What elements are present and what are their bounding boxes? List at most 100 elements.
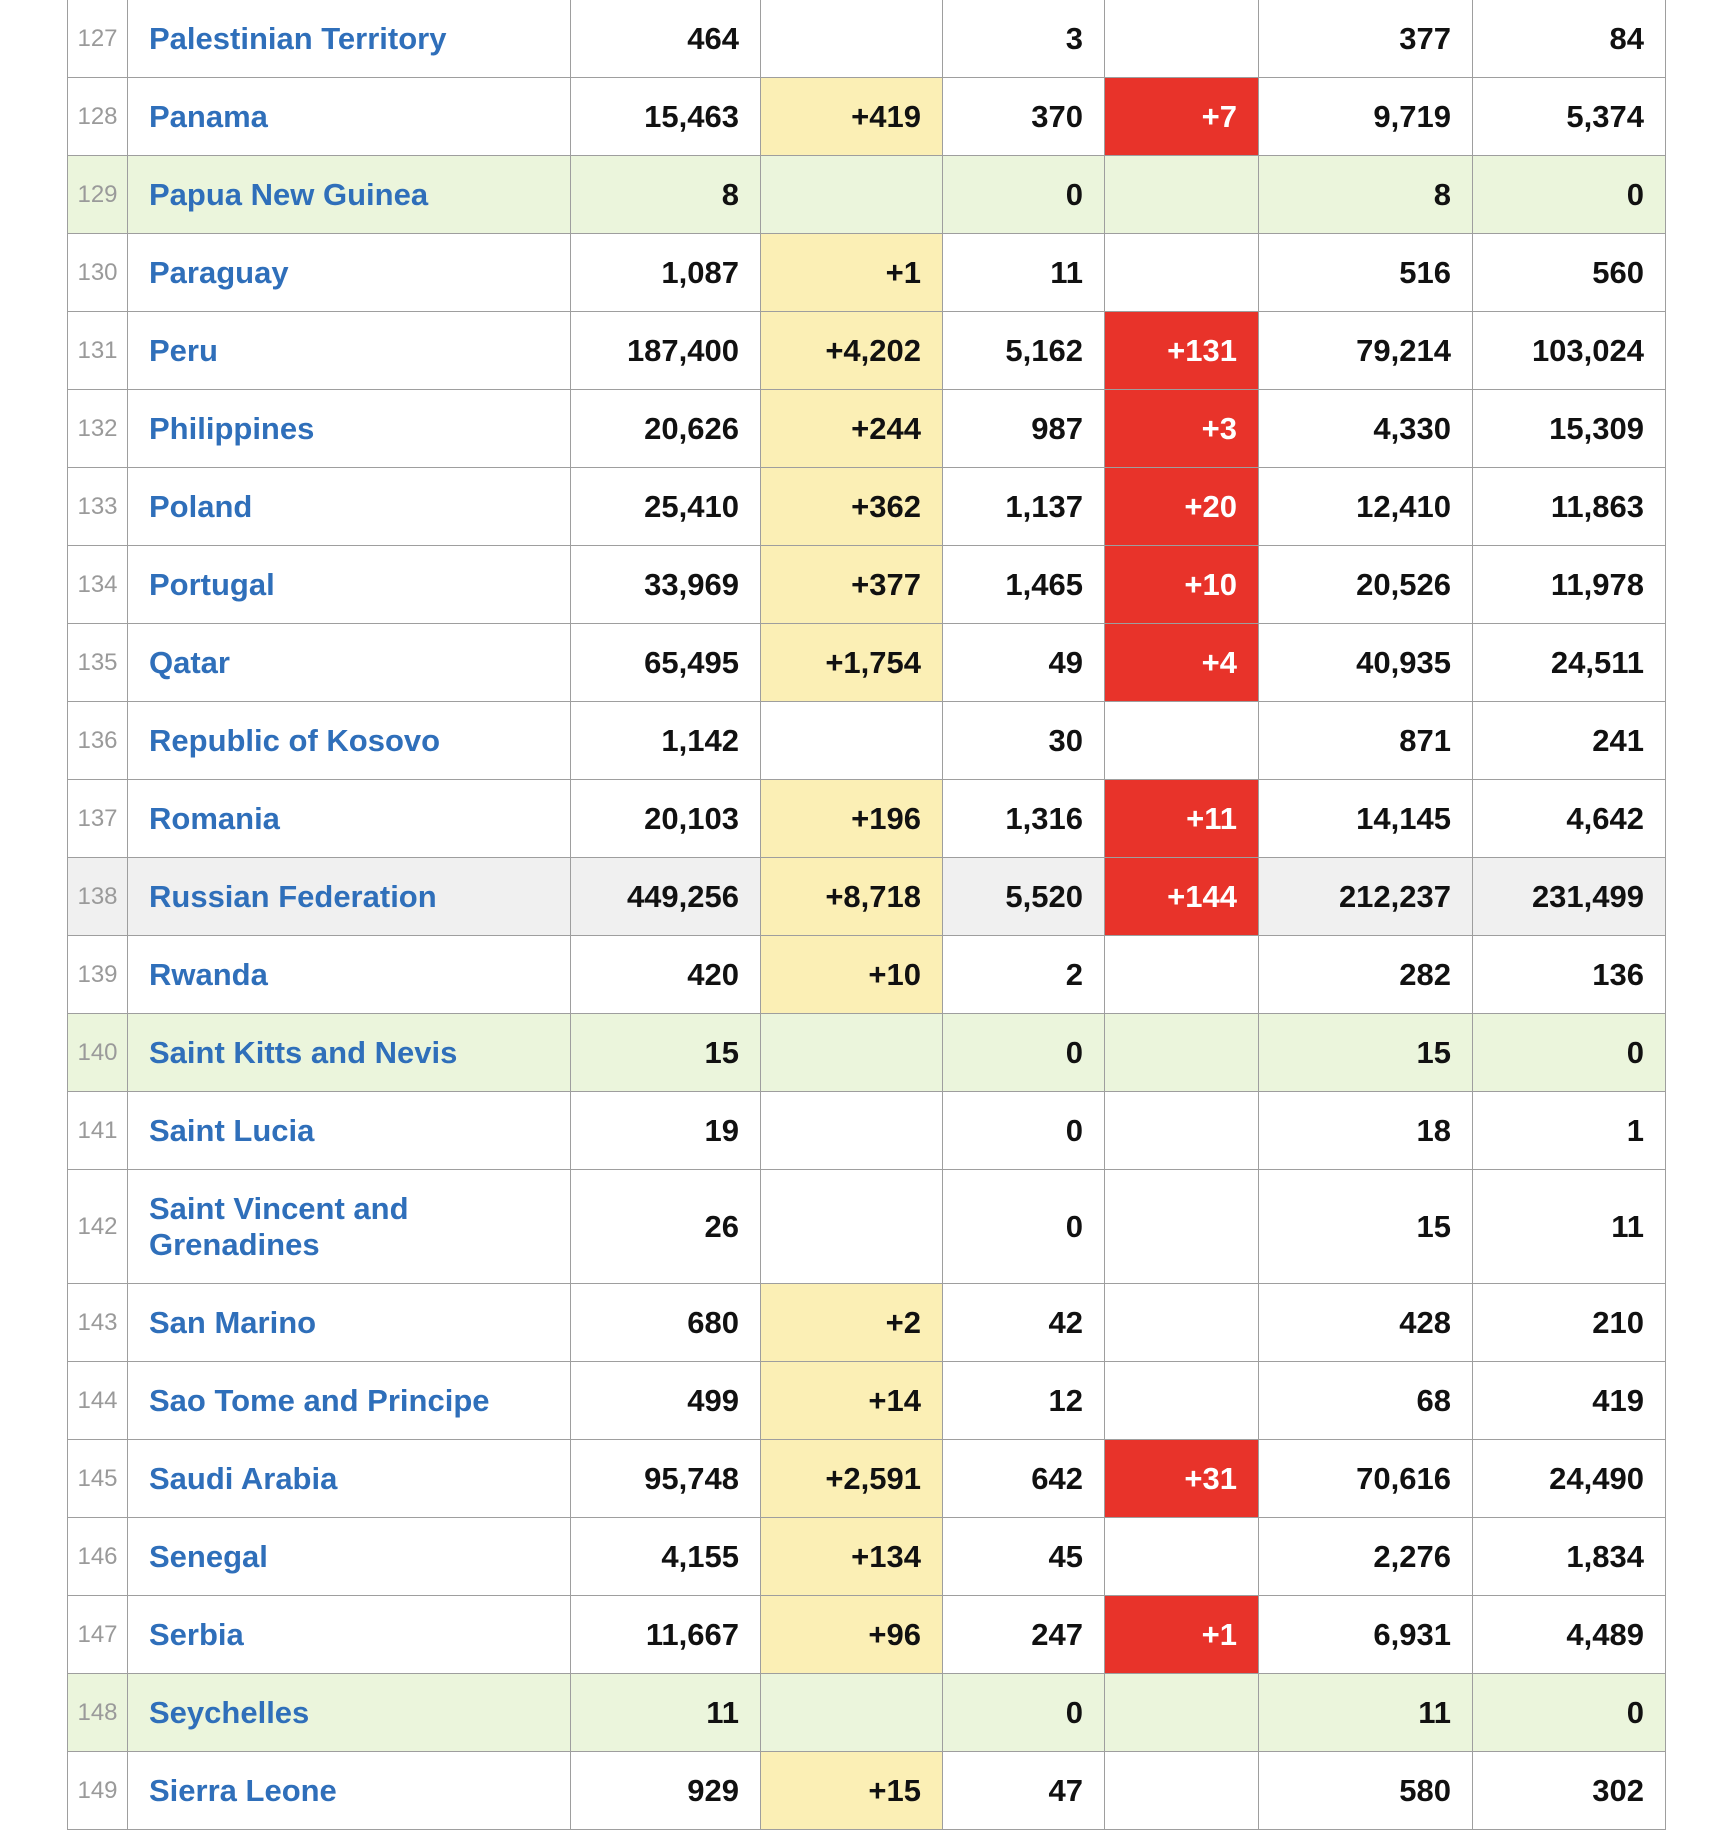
country-link[interactable]: Romania [127, 779, 571, 858]
new-cases-cell: +8,718 [760, 857, 943, 936]
new-cases-cell [760, 1013, 943, 1092]
new-cases-cell: +196 [760, 779, 943, 858]
country-link[interactable]: Portugal [127, 545, 571, 624]
rank-cell: 128 [67, 77, 128, 156]
country-link[interactable]: Saint Kitts and Nevis [127, 1013, 571, 1092]
country-link[interactable]: Saint Vincent and Grenadines [127, 1169, 571, 1284]
total-recovered-cell: 6,931 [1258, 1595, 1473, 1674]
table-row: 132 Philippines 20,626 +244 987 +3 4,330 15,309 [67, 389, 1666, 468]
country-link[interactable]: Peru [127, 311, 571, 390]
country-link[interactable]: Seychelles [127, 1673, 571, 1752]
total-deaths-cell: 0 [942, 1169, 1105, 1284]
country-link[interactable]: Republic of Kosovo [127, 701, 571, 780]
country-link[interactable]: Rwanda [127, 935, 571, 1014]
new-cases-cell: +419 [760, 77, 943, 156]
total-deaths-cell: 2 [942, 935, 1105, 1014]
country-link[interactable]: Paraguay [127, 233, 571, 312]
new-deaths-cell: +1 [1104, 1595, 1259, 1674]
new-cases-cell: +1,754 [760, 623, 943, 702]
rank-cell: 130 [67, 233, 128, 312]
new-deaths-cell [1104, 1751, 1259, 1830]
table-row: 139 Rwanda 420 +10 2 282 136 [67, 935, 1666, 1014]
rank-cell: 142 [67, 1169, 128, 1284]
total-cases-cell: 20,626 [570, 389, 761, 468]
rank-cell: 131 [67, 311, 128, 390]
new-deaths-cell [1104, 701, 1259, 780]
new-cases-cell [760, 701, 943, 780]
active-cases-cell: 4,642 [1472, 779, 1666, 858]
new-deaths-cell [1104, 233, 1259, 312]
new-deaths-cell: +11 [1104, 779, 1259, 858]
total-recovered-cell: 428 [1258, 1283, 1473, 1362]
country-link[interactable]: Senegal [127, 1517, 571, 1596]
total-recovered-cell: 12,410 [1258, 467, 1473, 546]
new-deaths-cell [1104, 935, 1259, 1014]
total-cases-cell: 1,087 [570, 233, 761, 312]
total-cases-cell: 26 [570, 1169, 761, 1284]
country-link[interactable]: Saudi Arabia [127, 1439, 571, 1518]
country-link[interactable]: San Marino [127, 1283, 571, 1362]
table-row: 130 Paraguay 1,087 +1 11 516 560 [67, 233, 1666, 312]
total-deaths-cell: 5,162 [942, 311, 1105, 390]
active-cases-cell: 24,511 [1472, 623, 1666, 702]
country-link[interactable]: Philippines [127, 389, 571, 468]
total-recovered-cell: 377 [1258, 0, 1473, 78]
table-row: 145 Saudi Arabia 95,748 +2,591 642 +31 70,616 2… [67, 1439, 1666, 1518]
new-deaths-cell: +31 [1104, 1439, 1259, 1518]
country-link[interactable]: Poland [127, 467, 571, 546]
table-row: 148 Seychelles 11 0 11 0 [67, 1673, 1666, 1752]
total-recovered-cell: 70,616 [1258, 1439, 1473, 1518]
rank-cell: 143 [67, 1283, 128, 1362]
table-row: 146 Senegal 4,155 +134 45 2,276 1,834 [67, 1517, 1666, 1596]
total-recovered-cell: 68 [1258, 1361, 1473, 1440]
total-recovered-cell: 4,330 [1258, 389, 1473, 468]
total-deaths-cell: 247 [942, 1595, 1105, 1674]
active-cases-cell: 1,834 [1472, 1517, 1666, 1596]
country-link[interactable]: Qatar [127, 623, 571, 702]
country-link[interactable]: Serbia [127, 1595, 571, 1674]
total-recovered-cell: 11 [1258, 1673, 1473, 1752]
new-deaths-cell [1104, 1283, 1259, 1362]
rank-cell: 132 [67, 389, 128, 468]
total-recovered-cell: 516 [1258, 233, 1473, 312]
country-link[interactable]: Sao Tome and Principe [127, 1361, 571, 1440]
country-link[interactable]: Papua New Guinea [127, 155, 571, 234]
country-link[interactable]: Saint Lucia [127, 1091, 571, 1170]
total-deaths-cell: 1,137 [942, 467, 1105, 546]
total-cases-cell: 20,103 [570, 779, 761, 858]
new-cases-cell: +2 [760, 1283, 943, 1362]
total-deaths-cell: 0 [942, 1673, 1105, 1752]
new-cases-cell [760, 155, 943, 234]
country-link[interactable]: Palestinian Territory [127, 0, 571, 78]
total-recovered-cell: 212,237 [1258, 857, 1473, 936]
total-cases-cell: 420 [570, 935, 761, 1014]
total-cases-cell: 4,155 [570, 1517, 761, 1596]
covid-stats-table: 127 Palestinian Territory 464 3 377 84 128 Pana… [67, 0, 1666, 1830]
country-link[interactable]: Panama [127, 77, 571, 156]
total-deaths-cell: 3 [942, 0, 1105, 78]
new-cases-cell: +377 [760, 545, 943, 624]
new-deaths-cell [1104, 1517, 1259, 1596]
rank-cell: 133 [67, 467, 128, 546]
active-cases-cell: 103,024 [1472, 311, 1666, 390]
total-recovered-cell: 9,719 [1258, 77, 1473, 156]
rank-cell: 137 [67, 779, 128, 858]
total-cases-cell: 499 [570, 1361, 761, 1440]
new-deaths-cell [1104, 1169, 1259, 1284]
total-cases-cell: 8 [570, 155, 761, 234]
new-cases-cell [760, 1169, 943, 1284]
country-link[interactable]: Sierra Leone [127, 1751, 571, 1830]
rank-cell: 149 [67, 1751, 128, 1830]
new-deaths-cell [1104, 1673, 1259, 1752]
active-cases-cell: 11,863 [1472, 467, 1666, 546]
total-deaths-cell: 42 [942, 1283, 1105, 1362]
active-cases-cell: 0 [1472, 1013, 1666, 1092]
rank-cell: 148 [67, 1673, 128, 1752]
active-cases-cell: 15,309 [1472, 389, 1666, 468]
new-deaths-cell [1104, 0, 1259, 78]
country-link[interactable]: Russian Federation [127, 857, 571, 936]
active-cases-cell: 5,374 [1472, 77, 1666, 156]
total-recovered-cell: 18 [1258, 1091, 1473, 1170]
total-deaths-cell: 11 [942, 233, 1105, 312]
new-deaths-cell: +10 [1104, 545, 1259, 624]
